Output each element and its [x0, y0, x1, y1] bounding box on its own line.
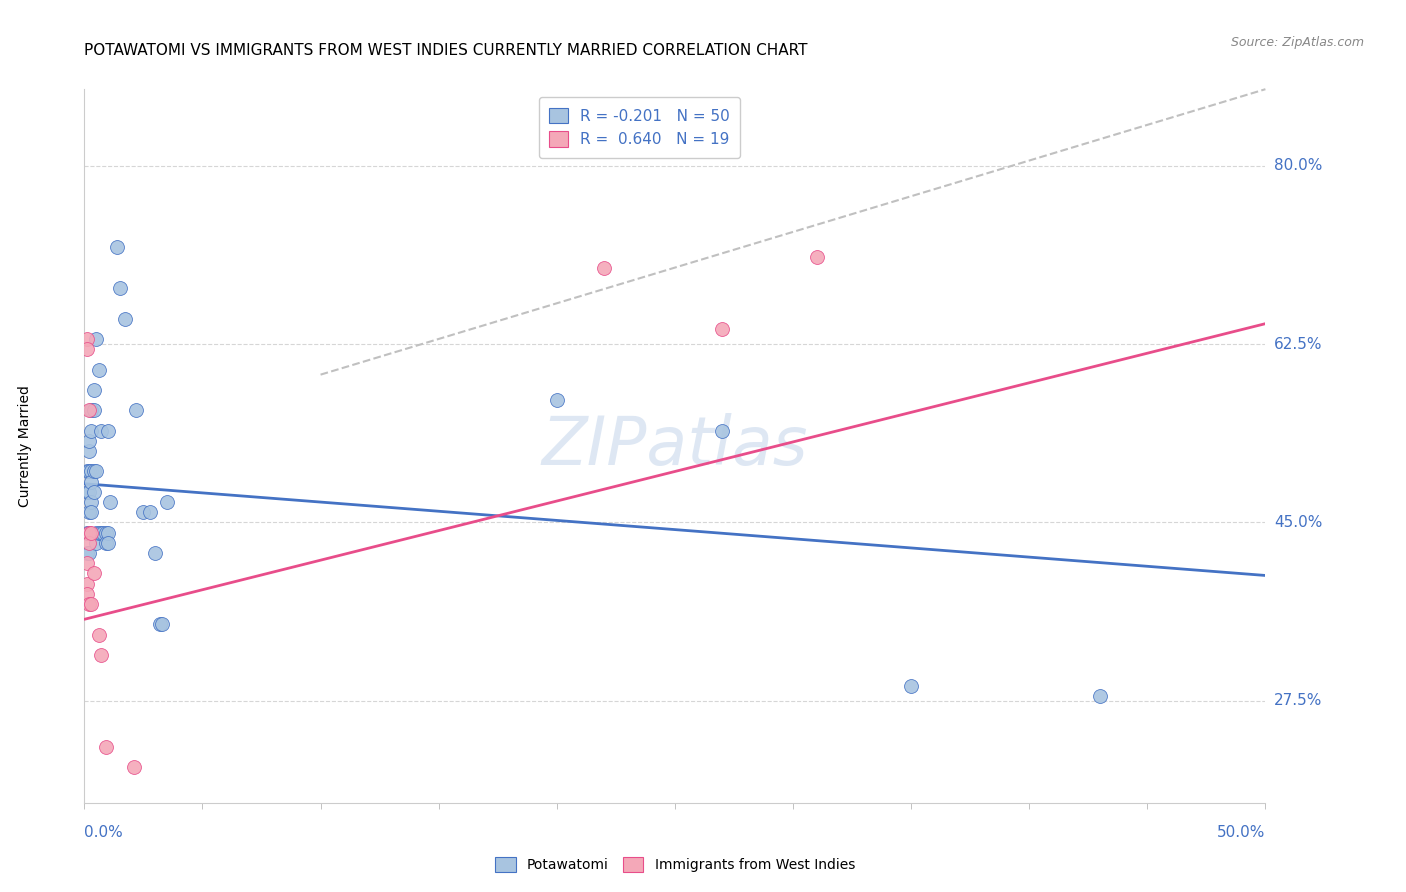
Point: [80, 465, 103, 479]
Point: [76, 576, 98, 591]
Point: [87, 362, 110, 376]
Point: [90, 424, 112, 438]
Point: [76, 342, 98, 356]
Legend: Potawatomi, Immigrants from West Indies: Potawatomi, Immigrants from West Indies: [486, 849, 863, 880]
Point: [150, 617, 173, 632]
Text: ZIPatlas: ZIPatlas: [541, 413, 808, 479]
Point: [87, 627, 110, 641]
Point: [98, 495, 121, 509]
Point: [90, 525, 112, 540]
Point: [77, 465, 100, 479]
Point: [76, 556, 98, 570]
Point: [900, 679, 922, 693]
Point: [77, 597, 100, 611]
Point: [80, 525, 103, 540]
Point: [77, 403, 100, 417]
Point: [122, 760, 145, 774]
Point: [83, 403, 105, 417]
Point: [83, 566, 105, 581]
Point: [76, 484, 98, 499]
Point: [77, 525, 100, 540]
Point: [76, 587, 98, 601]
Point: [84, 465, 107, 479]
Point: [77, 525, 100, 540]
Point: [76, 546, 98, 560]
Text: 50.0%: 50.0%: [1218, 825, 1265, 840]
Text: POTAWATOMI VS IMMIGRANTS FROM WEST INDIES CURRENTLY MARRIED CORRELATION CHART: POTAWATOMI VS IMMIGRANTS FROM WEST INDIE…: [84, 43, 808, 58]
Point: [77, 444, 100, 458]
Point: [80, 495, 103, 509]
Point: [1088, 689, 1111, 703]
Point: [94, 525, 117, 540]
Point: [125, 403, 148, 417]
Point: [143, 546, 166, 560]
Point: [97, 536, 120, 550]
Point: [76, 525, 98, 540]
Point: [77, 434, 100, 448]
Point: [108, 281, 131, 295]
Point: [87, 525, 110, 540]
Point: [97, 525, 120, 540]
Point: [711, 424, 734, 438]
Point: [77, 546, 100, 560]
Point: [156, 495, 179, 509]
Point: [91, 525, 114, 540]
Text: 62.5%: 62.5%: [1274, 336, 1322, 351]
Point: [83, 484, 105, 499]
Point: [546, 393, 568, 408]
Point: [139, 505, 162, 519]
Text: 45.0%: 45.0%: [1274, 515, 1322, 530]
Point: [83, 383, 105, 397]
Point: [84, 332, 107, 346]
Text: Source: ZipAtlas.com: Source: ZipAtlas.com: [1230, 36, 1364, 49]
Legend: R = -0.201   N = 50, R =  0.640   N = 19: R = -0.201 N = 50, R = 0.640 N = 19: [538, 97, 741, 158]
Point: [77, 505, 100, 519]
Point: [149, 617, 172, 632]
Text: 80.0%: 80.0%: [1274, 158, 1322, 173]
Point: [711, 322, 734, 336]
Point: [94, 536, 117, 550]
Point: [77, 536, 100, 550]
Text: 0.0%: 0.0%: [84, 825, 124, 840]
Point: [107, 240, 129, 254]
Point: [77, 484, 100, 499]
Point: [80, 403, 103, 417]
Point: [80, 597, 103, 611]
Text: 27.5%: 27.5%: [1274, 693, 1322, 708]
Point: [80, 424, 103, 438]
Point: [114, 311, 136, 326]
Point: [76, 332, 98, 346]
Point: [80, 505, 103, 519]
Point: [593, 260, 616, 275]
Point: [97, 424, 120, 438]
Point: [84, 525, 107, 540]
Point: [94, 739, 117, 754]
Point: [80, 475, 103, 489]
Point: [90, 648, 112, 662]
Point: [84, 536, 107, 550]
Point: [806, 251, 828, 265]
Point: [76, 465, 98, 479]
Text: Currently Married: Currently Married: [18, 385, 32, 507]
Point: [83, 465, 105, 479]
Point: [132, 505, 155, 519]
